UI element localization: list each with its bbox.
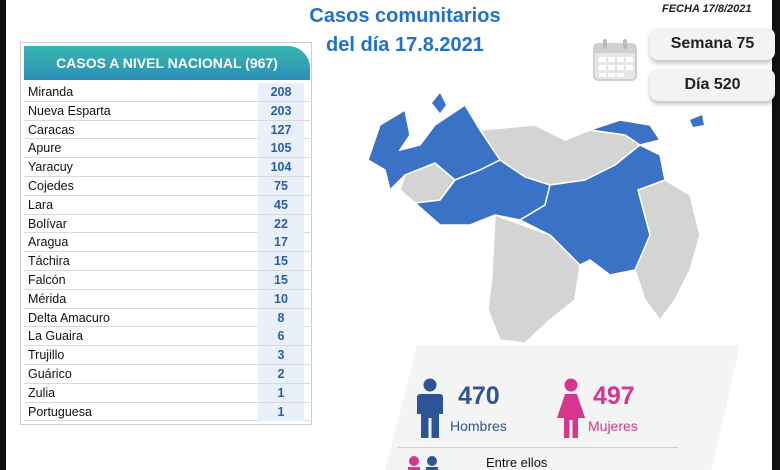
female-label: Mujeres bbox=[588, 418, 638, 434]
male-count: 470 bbox=[458, 382, 500, 410]
table-rows: Miranda 208 Nueva Esparta 203 Caracas 127 A… bbox=[24, 83, 310, 422]
state-count: 15 bbox=[258, 270, 304, 289]
state-count: 1 bbox=[258, 402, 304, 421]
state-count: 2 bbox=[258, 364, 304, 383]
table-row: Cojedes 75 bbox=[24, 176, 310, 196]
table-row: Portuguesa 1 bbox=[24, 402, 310, 422]
left-frame-border bbox=[0, 0, 6, 470]
state-name: Aragua bbox=[28, 235, 69, 250]
state-count: 8 bbox=[258, 308, 304, 327]
title-line-1: Casos comunitarios bbox=[309, 5, 501, 27]
day-badge: Día 520 bbox=[650, 69, 775, 101]
state-count: 203 bbox=[258, 101, 304, 120]
state-name: Caracas bbox=[28, 122, 75, 137]
table-row: Bolívar 22 bbox=[24, 214, 310, 234]
map-region-blue-island bbox=[690, 115, 704, 127]
state-name: Mérida bbox=[28, 291, 67, 306]
state-name: Yaracuy bbox=[28, 160, 73, 175]
table-row: Delta Amacuro 8 bbox=[24, 308, 310, 328]
state-name: La Guaira bbox=[28, 329, 83, 344]
state-name: Falcón bbox=[28, 272, 66, 287]
state-count: 75 bbox=[258, 176, 304, 195]
state-count: 1 bbox=[258, 383, 304, 402]
male-person-icon bbox=[417, 378, 443, 438]
week-badge: Semana 75 bbox=[650, 28, 775, 60]
map-region-blue-bolivar bbox=[518, 144, 666, 276]
state-name: Apure bbox=[28, 141, 62, 156]
page-title: Casos comunitarios del día 17.8.2021 bbox=[255, 2, 555, 60]
table-header: CASOS A NIVEL NACIONAL (967) bbox=[24, 46, 310, 80]
table-row: Lara 45 bbox=[24, 195, 310, 215]
map-region-grey-east bbox=[634, 179, 701, 322]
group-icon bbox=[408, 456, 438, 470]
state-count: 45 bbox=[258, 195, 304, 214]
state-count: 6 bbox=[258, 327, 304, 346]
state-name: Guárico bbox=[28, 366, 72, 381]
female-count: 497 bbox=[593, 382, 635, 410]
table-row: Nueva Esparta 203 bbox=[24, 101, 310, 121]
cases-table: CASOS A NIVEL NACIONAL (967) Miranda 208 … bbox=[20, 42, 312, 425]
table-row: Aragua 17 bbox=[24, 233, 310, 253]
state-name: Miranda bbox=[28, 85, 74, 99]
table-row: Falcón 15 bbox=[24, 270, 310, 290]
state-count: 104 bbox=[258, 158, 304, 177]
entre-ellos-label: Entre ellos bbox=[486, 455, 548, 470]
state-name: Bolívar bbox=[28, 216, 67, 231]
state-count: 15 bbox=[258, 252, 304, 271]
state-name: Zulia bbox=[28, 385, 56, 400]
state-name: Lara bbox=[28, 197, 54, 212]
state-name: Nueva Esparta bbox=[28, 103, 111, 118]
date-label: FECHA 17/8/2021 bbox=[662, 3, 752, 15]
table-row: Mérida 10 bbox=[24, 289, 310, 309]
table-row: Táchira 15 bbox=[24, 252, 310, 271]
state-count: 105 bbox=[258, 139, 304, 158]
state-count: 127 bbox=[258, 120, 304, 139]
state-name: Portuguesa bbox=[28, 404, 92, 419]
state-count: 17 bbox=[258, 233, 304, 252]
map-region-blue-east bbox=[589, 119, 662, 146]
map-region-blue-north bbox=[432, 93, 446, 113]
state-name: Cojedes bbox=[28, 178, 74, 193]
state-name: Táchira bbox=[28, 254, 70, 269]
venezuela-map bbox=[367, 93, 704, 344]
title-line-2: del día 17.8.2021 bbox=[326, 34, 484, 56]
table-row: Apure 105 bbox=[24, 139, 310, 159]
female-person-icon bbox=[557, 378, 585, 438]
table-row: Yaracuy 104 bbox=[24, 158, 310, 177]
table-row: La Guaira 6 bbox=[24, 327, 310, 347]
table-row: Trujillo 3 bbox=[24, 346, 310, 365]
male-label: Hombres bbox=[450, 418, 507, 434]
state-name: Delta Amacuro bbox=[28, 310, 110, 325]
state-count: 208 bbox=[258, 83, 304, 101]
table-row: Guárico 2 bbox=[24, 364, 310, 384]
calendar-icon bbox=[593, 39, 637, 81]
state-count: 10 bbox=[258, 289, 304, 308]
table-row: Caracas 127 bbox=[24, 120, 310, 140]
state-count: 3 bbox=[258, 346, 304, 365]
state-name: Trujillo bbox=[28, 348, 65, 363]
panel-divider bbox=[398, 447, 678, 448]
table-row: Miranda 208 bbox=[24, 83, 310, 102]
right-frame-border bbox=[772, 0, 780, 470]
state-count: 22 bbox=[258, 214, 304, 233]
table-row: Zulia 1 bbox=[24, 383, 310, 403]
